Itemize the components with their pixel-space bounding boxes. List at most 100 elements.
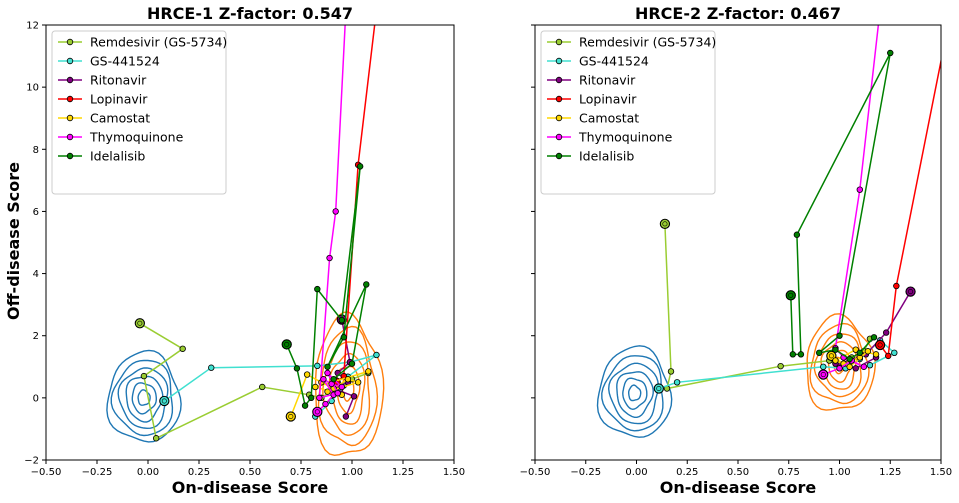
positive-control-contour	[806, 313, 877, 411]
legend-marker	[555, 152, 563, 160]
data-point	[832, 357, 839, 364]
data-point	[354, 379, 362, 386]
data-point	[179, 345, 186, 352]
panel-hrce-2: HRCE-2 Z-factor: 0.467 On-disease Score …	[520, 4, 952, 497]
legend-marker	[66, 38, 74, 46]
series-line	[286, 166, 368, 408]
legend-item: Lopinavir	[547, 92, 637, 107]
x-tick-label: −0.50	[520, 467, 551, 478]
negative-control-contour	[628, 384, 642, 402]
x-tick-label: 1.25	[879, 467, 901, 478]
data-point	[882, 329, 890, 336]
legend-marker	[555, 38, 563, 46]
data-point	[316, 394, 323, 402]
data-point	[870, 334, 878, 341]
data-point	[793, 231, 801, 238]
data-point	[856, 186, 863, 193]
data-point-start-inner	[820, 372, 826, 378]
negative-control-contour	[125, 375, 164, 423]
x-tick-label: 1.00	[341, 467, 363, 478]
legend-item: Thymoquinone	[547, 130, 673, 145]
legend-item: Remdesivir (GS-5734)	[58, 35, 227, 50]
y-tick-label: 4	[33, 269, 39, 280]
positive-control-contour	[813, 333, 862, 398]
legend-item: GS-441524	[547, 54, 649, 69]
x-tick-label: 1.25	[392, 467, 414, 478]
legend-label: Remdesivir (GS-5734)	[90, 35, 227, 50]
series-idelalisib	[785, 49, 894, 363]
legend-marker	[555, 95, 563, 103]
legend-item: Ritonavir	[58, 73, 147, 88]
series-line	[316, 25, 346, 413]
data-point	[324, 388, 331, 395]
y-tick-label: 2	[33, 331, 39, 342]
data-point	[320, 376, 327, 383]
data-point	[152, 435, 160, 442]
legend-marker	[555, 76, 563, 84]
x-tick-label: 1.50	[930, 467, 952, 478]
x-axis-title: On-disease Score	[172, 478, 329, 497]
legend-label: Thymoquinone	[89, 130, 184, 145]
negative-control-contour	[607, 362, 660, 425]
x-tick-label: 0.00	[625, 467, 647, 478]
legend-item: Idelalisib	[547, 149, 634, 164]
negative-control-contour	[110, 359, 174, 437]
data-point	[816, 349, 823, 357]
data-point	[324, 363, 331, 370]
x-tick-label: 0.25	[188, 467, 210, 478]
data-point	[893, 282, 900, 290]
legend-marker	[555, 133, 563, 141]
data-point	[846, 355, 853, 363]
data-point	[789, 351, 797, 358]
legend-frame	[540, 30, 716, 195]
positive-control-contour	[827, 349, 853, 383]
legend-marker	[555, 57, 563, 65]
series-line	[879, 57, 941, 358]
x-axis-title: On-disease Score	[660, 478, 817, 497]
negative-control-contour	[622, 377, 648, 411]
legend-item: Thymoquinone	[58, 130, 184, 145]
plot-area	[106, 25, 385, 457]
negative-control-contour	[106, 349, 182, 443]
series-line	[823, 25, 880, 376]
legend-label: Ritonavir	[579, 73, 636, 88]
data-point	[942, 38, 948, 44]
data-point	[314, 285, 321, 293]
data-point	[338, 316, 345, 324]
legend-item: Remdesivir (GS-5734)	[547, 35, 716, 50]
x-tick-label: 0.25	[676, 467, 698, 478]
data-point	[338, 383, 345, 391]
data-point	[860, 363, 868, 370]
data-point-start-inner	[288, 413, 294, 419]
series-thymoquinone	[312, 25, 346, 417]
data-point	[312, 383, 319, 391]
data-point-start-inner	[662, 221, 668, 227]
data-point-start-inner	[828, 353, 834, 359]
data-point	[332, 208, 339, 215]
x-tick-label: 1.00	[828, 467, 850, 478]
data-point	[365, 368, 372, 375]
x-tick-label: 0.00	[137, 467, 159, 478]
data-point	[340, 334, 348, 341]
plot-area	[596, 7, 948, 438]
data-point	[293, 365, 301, 372]
data-point	[373, 351, 380, 359]
legend-frame	[51, 30, 227, 195]
data-point	[208, 364, 215, 371]
positive-control-contour	[809, 322, 870, 405]
data-point	[797, 351, 805, 358]
legend-marker	[66, 133, 74, 141]
data-point	[891, 349, 898, 357]
x-tick-label: −0.50	[31, 467, 62, 478]
legend-item: Ritonavir	[547, 73, 636, 88]
y-axis-title: Off-disease Score	[4, 162, 23, 320]
legend-item: Camostat	[547, 111, 639, 126]
data-point	[877, 7, 883, 13]
data-point-start-inner	[788, 292, 794, 298]
y-tick-label: 8	[33, 145, 39, 156]
x-tick-label: −0.25	[570, 467, 601, 478]
legend-label: GS-441524	[90, 54, 160, 69]
negative-control-contour	[601, 355, 664, 432]
legend-label: Thymoquinone	[578, 130, 673, 145]
